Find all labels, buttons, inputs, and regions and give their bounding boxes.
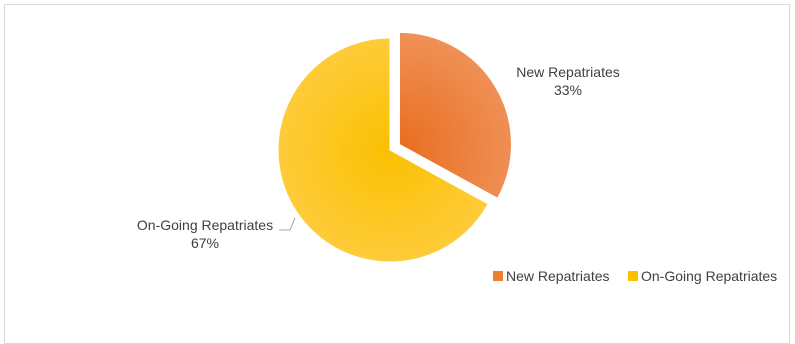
data-label-new-repatriates: New Repatriates 33% bbox=[516, 64, 620, 98]
data-label-value: 33% bbox=[554, 82, 582, 98]
legend: New Repatriates On-Going Repatriates bbox=[493, 268, 777, 284]
legend-swatch-ongoing-repatriates bbox=[628, 271, 638, 281]
pie-slice-new-repatriates bbox=[398, 31, 512, 200]
legend-label-new-repatriates: New Repatriates bbox=[506, 268, 610, 284]
pie-slice-on-going-repatriates bbox=[277, 37, 489, 263]
data-label-ongoing-repatriates: On-Going Repatriates 67% bbox=[137, 217, 296, 251]
legend-swatch-new-repatriates bbox=[493, 271, 503, 281]
leader-line bbox=[279, 217, 296, 231]
data-label-value: 67% bbox=[191, 235, 219, 251]
data-label-name: On-Going Repatriates bbox=[137, 217, 273, 233]
data-label-name: New Repatriates bbox=[516, 64, 620, 80]
legend-label-ongoing-repatriates: On-Going Repatriates bbox=[641, 268, 777, 284]
